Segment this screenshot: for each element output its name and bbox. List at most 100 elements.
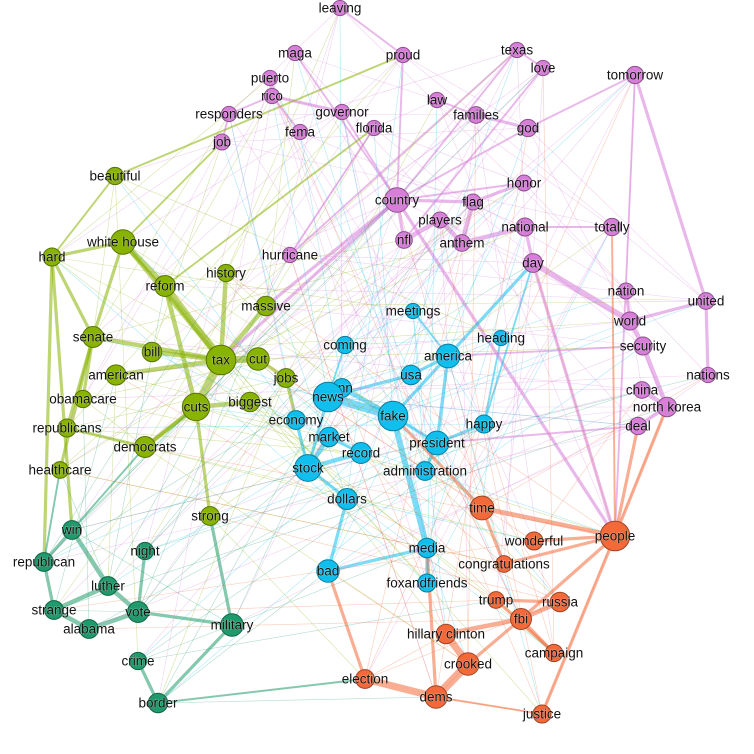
node-stock[interactable]: stock — [292, 454, 325, 482]
node-security[interactable]: security — [619, 336, 667, 356]
node-hard[interactable]: hard — [38, 247, 66, 267]
node-time[interactable]: time — [469, 495, 495, 521]
node-circle[interactable] — [549, 591, 571, 613]
node-families[interactable]: families — [453, 106, 500, 124]
node-circle[interactable] — [51, 461, 69, 479]
node-coming[interactable]: coming — [323, 335, 367, 355]
node-heading[interactable]: heading — [476, 329, 526, 347]
node-record[interactable]: record — [341, 442, 381, 464]
node-nations[interactable]: nations — [686, 366, 731, 384]
node-circle[interactable] — [428, 91, 446, 109]
node-meetings[interactable]: meetings — [385, 302, 441, 320]
node-circle[interactable] — [154, 275, 176, 297]
node-military[interactable]: military — [210, 613, 254, 637]
node-flag[interactable]: flag — [462, 193, 484, 211]
node-united[interactable]: united — [687, 292, 725, 310]
node-totally[interactable]: totally — [594, 217, 630, 237]
node-circle[interactable] — [147, 692, 169, 714]
node-circle[interactable] — [435, 623, 457, 645]
node-people[interactable]: people — [594, 520, 636, 552]
node-country[interactable]: country — [374, 187, 420, 213]
node-circle[interactable] — [633, 336, 653, 356]
node-circle[interactable] — [281, 246, 299, 264]
node-circle[interactable] — [355, 669, 375, 689]
node-north-korea[interactable]: north korea — [632, 396, 702, 418]
node-white-house[interactable]: white house — [85, 229, 160, 255]
node-circle[interactable] — [286, 410, 306, 430]
node-crime[interactable]: crime — [121, 651, 155, 671]
node-circle[interactable] — [697, 292, 715, 310]
node-circle[interactable] — [365, 119, 383, 137]
node-circle[interactable] — [216, 263, 236, 283]
node-america[interactable]: america — [423, 343, 473, 369]
node-circle[interactable] — [105, 166, 125, 186]
node-circle[interactable] — [135, 541, 155, 561]
node-circle[interactable] — [220, 613, 244, 637]
node-governor[interactable]: governor — [315, 103, 370, 121]
node-circle[interactable] — [633, 381, 651, 399]
node-leaving[interactable]: leaving — [318, 0, 362, 17]
node-circle[interactable] — [286, 44, 304, 62]
node-circle[interactable] — [62, 520, 82, 540]
node-circle[interactable] — [456, 652, 480, 676]
node-circle[interactable] — [404, 302, 422, 320]
node-healthcare[interactable]: healthcare — [28, 461, 92, 479]
node-circle[interactable] — [205, 344, 237, 376]
node-foxandfriends[interactable]: foxandfriends — [386, 573, 468, 593]
node-circle[interactable] — [474, 414, 494, 434]
node-anthem[interactable]: anthem — [439, 234, 485, 252]
node-usa[interactable]: usa — [400, 364, 423, 386]
node-god[interactable]: god — [516, 118, 540, 138]
node-circle[interactable] — [350, 442, 372, 464]
node-circle[interactable] — [291, 123, 309, 141]
node-law[interactable]: law — [426, 91, 448, 109]
node-circle[interactable] — [73, 389, 93, 409]
node-circle[interactable] — [239, 391, 261, 413]
node-circle[interactable] — [42, 247, 62, 267]
node-circle[interactable] — [333, 103, 351, 121]
node-circle[interactable] — [424, 430, 450, 456]
node-circle[interactable] — [318, 426, 340, 448]
node-circle[interactable] — [495, 555, 513, 573]
node-congratulations[interactable]: congratulations — [458, 555, 551, 573]
node-national[interactable]: national — [501, 217, 549, 237]
node-luther[interactable]: luther — [91, 576, 126, 596]
node-cuts[interactable]: cuts — [181, 392, 211, 422]
node-hurricane[interactable]: hurricane — [261, 246, 319, 264]
node-circle[interactable] — [98, 576, 118, 596]
node-circle[interactable] — [416, 537, 438, 559]
node-circle[interactable] — [261, 69, 279, 87]
node-circle[interactable] — [44, 600, 64, 620]
node-bill[interactable]: bill — [141, 341, 163, 363]
node-circle[interactable] — [523, 253, 543, 273]
node-massive[interactable]: massive — [241, 295, 291, 317]
node-wonderful[interactable]: wonderful — [503, 531, 564, 551]
node-deal[interactable]: deal — [625, 416, 651, 436]
node-circle[interactable] — [276, 368, 296, 388]
node-circle[interactable] — [534, 59, 552, 77]
node-job[interactable]: job — [211, 133, 232, 151]
node-beautiful[interactable]: beautiful — [89, 166, 141, 186]
node-circle[interactable] — [435, 343, 461, 369]
node-world[interactable]: world — [612, 311, 647, 331]
node-campaign[interactable]: campaign — [524, 643, 584, 663]
node-dems[interactable]: dems — [419, 685, 453, 709]
node-fbi[interactable]: fbi — [510, 608, 532, 630]
node-tax[interactable]: tax — [205, 344, 237, 376]
node-trump[interactable]: trump — [478, 591, 514, 609]
node-jobs[interactable]: jobs — [272, 368, 299, 388]
node-circle[interactable] — [492, 329, 510, 347]
node-american[interactable]: american — [88, 364, 144, 386]
node-democrats[interactable]: democrats — [113, 436, 177, 458]
node-circle[interactable] — [602, 217, 622, 237]
node-circle[interactable] — [127, 601, 149, 623]
node-circle[interactable] — [487, 591, 505, 609]
node-russia[interactable]: russia — [541, 591, 579, 613]
node-proud[interactable]: proud — [385, 46, 421, 64]
node-reform[interactable]: reform — [145, 275, 185, 297]
node-news[interactable]: news — [312, 381, 345, 413]
node-media[interactable]: media — [408, 537, 446, 559]
node-election[interactable]: election — [341, 669, 389, 689]
node-circle[interactable] — [246, 347, 270, 371]
node-circle[interactable] — [105, 364, 127, 386]
